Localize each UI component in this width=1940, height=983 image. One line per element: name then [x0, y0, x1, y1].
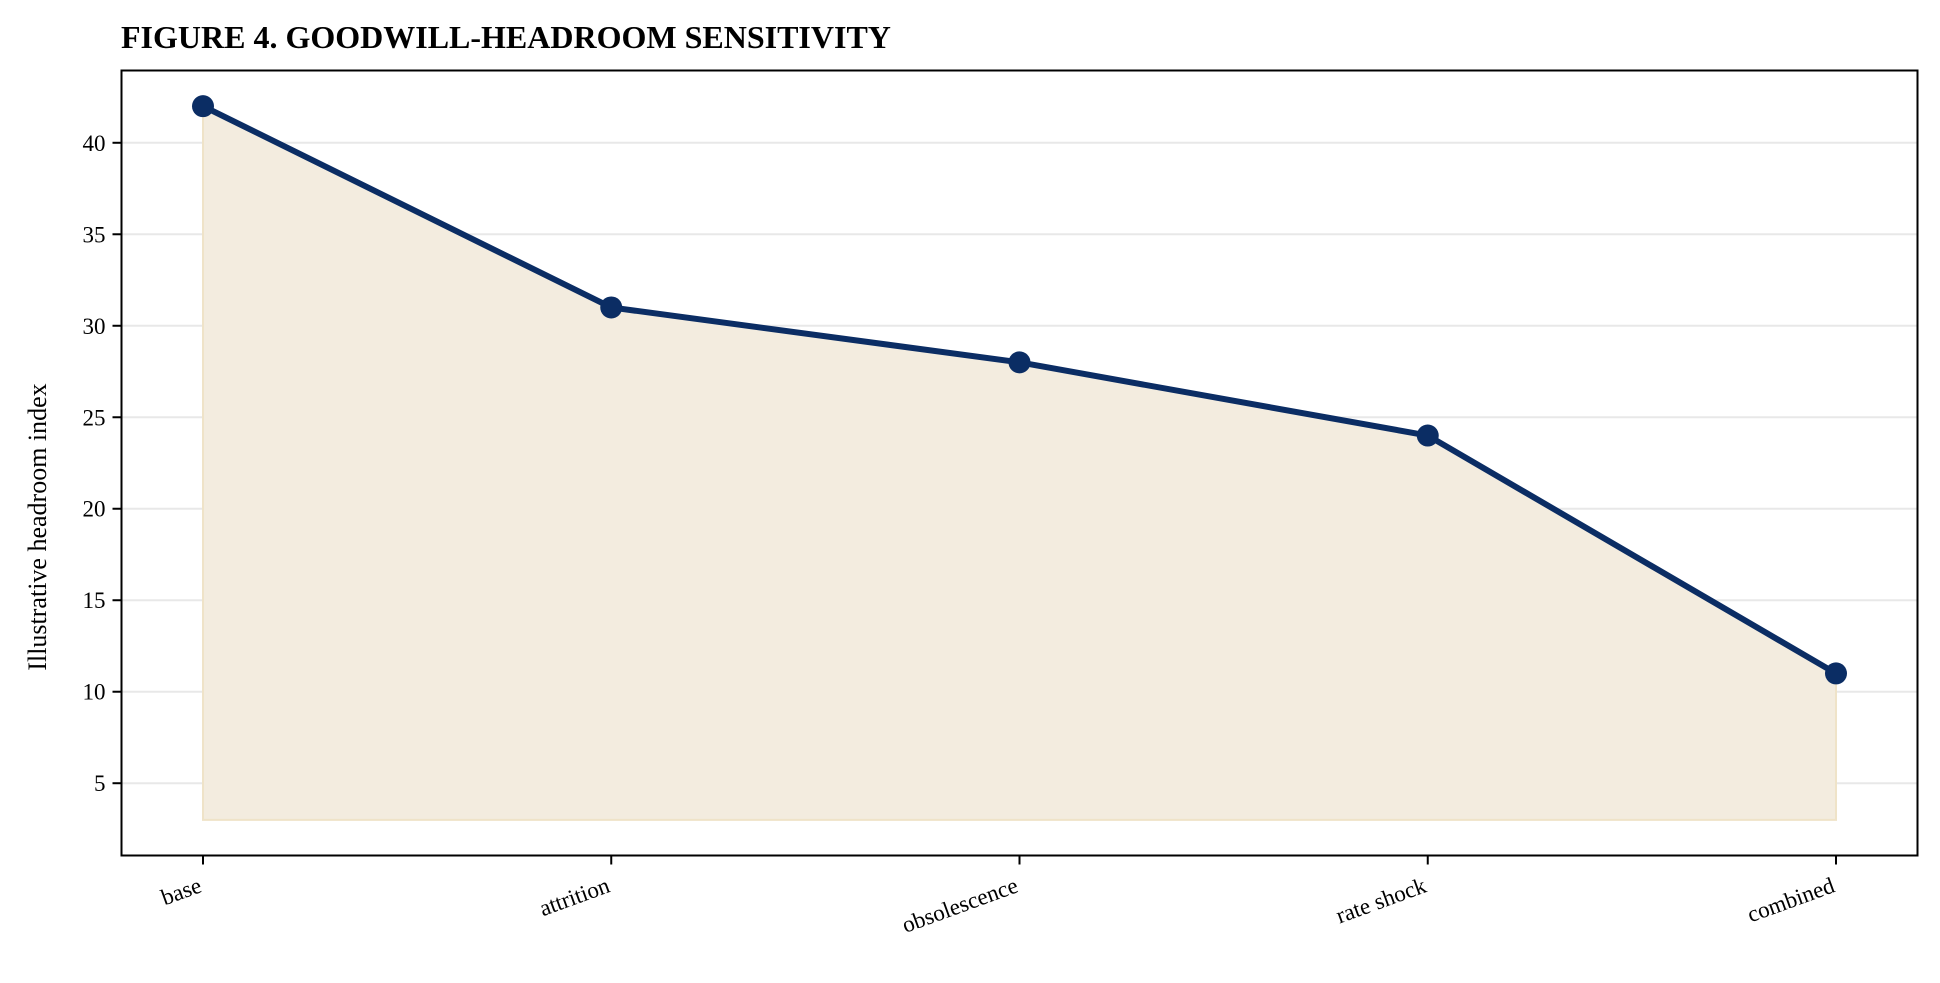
data-point-base	[192, 95, 214, 118]
data-point-rate-shock	[1416, 424, 1439, 447]
x-tick-label: rate shock	[1333, 873, 1430, 929]
x-tick-label: base	[158, 873, 205, 910]
y-tick-label: 35	[83, 222, 106, 247]
data-point-combined	[1825, 662, 1847, 685]
y-tick-label: 25	[83, 405, 106, 430]
y-tick-label: 5	[94, 771, 106, 796]
x-tick-label: attrition	[536, 873, 613, 922]
y-tick-label: 10	[83, 680, 106, 705]
x-tick-label: obsolescence	[899, 873, 1022, 938]
x-axis-ticks: base attrition obsolescence rate shock combi…	[158, 855, 1838, 938]
y-tick-label: 20	[83, 497, 106, 522]
area-fill-shape	[202, 104, 1837, 821]
area-fill	[202, 104, 1837, 821]
data-point-obsolescence	[1008, 351, 1031, 374]
data-points	[192, 95, 1847, 685]
x-tick-label: combined	[1744, 873, 1838, 928]
chart-title: FIGURE 4. GOODWILL-HEADROOM SENSITIVITY	[121, 19, 891, 55]
y-tick-label: 40	[83, 131, 106, 156]
y-axis-ticks: 5 10 15 20 25 30 35 40	[83, 131, 122, 796]
y-axis-label: Illustrative headroom index	[23, 383, 52, 670]
plot-frame	[120, 69, 1919, 857]
y-tick-label: 15	[83, 588, 106, 613]
y-tick-label: 30	[83, 314, 106, 339]
data-point-attrition	[600, 296, 623, 319]
